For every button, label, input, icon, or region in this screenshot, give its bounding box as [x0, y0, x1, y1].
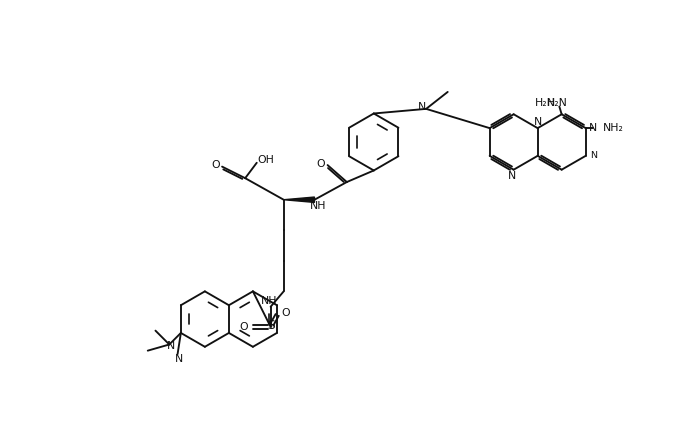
Text: NH: NH — [310, 201, 327, 211]
Text: S: S — [268, 319, 275, 332]
Text: H₂N: H₂N — [534, 98, 556, 108]
Text: N: N — [166, 341, 175, 351]
Text: NH: NH — [261, 296, 277, 305]
Text: N: N — [534, 117, 543, 127]
Text: N: N — [589, 123, 597, 133]
Text: O: O — [239, 322, 248, 332]
Text: NH₂: NH₂ — [603, 123, 623, 133]
Text: N: N — [508, 171, 516, 181]
Text: O: O — [281, 308, 290, 318]
Text: N: N — [175, 354, 184, 364]
Text: OH: OH — [258, 155, 275, 165]
Polygon shape — [284, 197, 314, 202]
Text: N: N — [590, 151, 597, 160]
Text: O: O — [316, 158, 325, 169]
Text: N: N — [418, 102, 426, 112]
Text: H₂N: H₂N — [547, 98, 569, 108]
Text: O: O — [212, 160, 221, 170]
